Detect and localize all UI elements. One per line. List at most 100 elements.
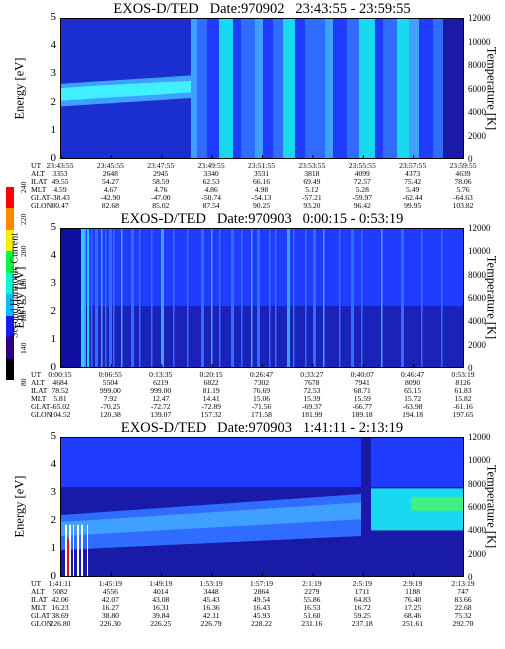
ephemeris-value: 228.22 — [251, 619, 272, 628]
ephemeris-value: 38.80 — [101, 611, 119, 620]
spectrogram-streak — [109, 229, 112, 367]
spectrogram-streak — [269, 229, 271, 367]
spectrogram-streak — [401, 229, 404, 367]
spectrogram-streak — [67, 538, 69, 576]
ephemeris-value: 7941 — [354, 378, 370, 387]
ephemeris-value: 6822 — [203, 378, 219, 387]
ephemeris-value: 747 — [457, 587, 469, 596]
ephemeris-label: UT — [31, 579, 42, 588]
ephemeris-value: 0:26:47 — [249, 370, 274, 379]
ephemeris-value: 1:53:19 — [199, 579, 223, 588]
spectrogram-streak — [351, 229, 354, 367]
ion-band-core — [61, 502, 361, 536]
spectrogram-band — [361, 438, 371, 576]
spectrogram-streak — [65, 524, 67, 576]
y-tick-label: 4 — [50, 39, 57, 52]
ephemeris-row: GLON 226.80 226.30 226.25 226.79 228.22 231.16… — [0, 620, 505, 628]
ephemeris-value: 7.92 — [103, 394, 118, 403]
y-tick-label: 5 — [50, 221, 57, 233]
ephemeris-value: 68.71 — [353, 386, 371, 395]
ephemeris-value: 78.52 — [51, 386, 69, 395]
ephemeris-value: 23:43:55 — [46, 161, 74, 170]
ephemeris-label: MLT — [31, 185, 47, 194]
spectrogram-streak — [305, 229, 307, 367]
ephemeris-value: -59.97 — [352, 193, 373, 202]
ephemeris-value: 999.00 — [99, 386, 121, 395]
ephemeris-value: 42.07 — [101, 595, 119, 604]
panel-title: EXOS-D/TED Date:970903 0:00:15 - 0:53:19 — [120, 211, 404, 227]
ephemeris-value: -42.90 — [100, 193, 121, 202]
ephemeris-value: 16.27 — [101, 603, 119, 612]
spectrogram-streak — [87, 524, 88, 576]
ephemeris-row: GLAT -65.02 -70.25 -72.72 -72.89 -71.56 -69.37… — [0, 403, 505, 411]
ephemeris-value: 7302 — [253, 378, 270, 387]
spectrogram-band — [283, 19, 295, 158]
y-tick-label: 2 — [50, 95, 57, 108]
y2-tick-label: 0 — [468, 363, 473, 373]
y-tick-label: 1 — [50, 123, 57, 136]
spectrogram-streak — [113, 229, 115, 367]
ephemeris-value: 81.19 — [202, 386, 220, 395]
ephemeris-value: 0:13:35 — [149, 370, 173, 379]
colorbar-tick-label: 140 — [19, 342, 28, 354]
ephemeris-value: 3448 — [203, 587, 219, 596]
ephemeris-row: GLON 104.52 120.38 139.07 157.32 171.58 181.99… — [0, 411, 505, 419]
spectrogram-streak — [83, 229, 86, 367]
ephemeris-value: 6219 — [153, 378, 169, 387]
ephemeris-value: 5.28 — [355, 185, 369, 194]
spectrogram-streak — [381, 229, 383, 367]
spectrogram-streak — [211, 229, 213, 367]
ephemeris-row: ILAT 78.52 999.00 999.00 81.19 76.69 72.53 68.7… — [0, 387, 505, 395]
spectrogram-streak — [201, 229, 204, 367]
spectrogram-streak — [139, 229, 141, 367]
spectrogram-band — [433, 19, 443, 158]
ephemeris-value: -63.98 — [402, 402, 423, 411]
ephemeris-value: 1711 — [354, 587, 370, 596]
ephemeris-value: 2:13:19 — [451, 579, 475, 588]
colorbar-segment — [6, 187, 14, 209]
ephemeris-value: 15.06 — [252, 394, 271, 403]
ephemeris-value: 14.41 — [202, 394, 220, 403]
ephemeris-value: 16.23 — [51, 603, 69, 612]
ephemeris-value: 5504 — [102, 378, 118, 387]
y2-tick-label: 10000 — [468, 455, 491, 466]
ephemeris-value: 4.86 — [204, 185, 218, 194]
ephemeris-value: -71.56 — [251, 402, 272, 411]
ephemeris-value: 139.07 — [150, 410, 172, 419]
ephemeris-label: ALT — [31, 169, 46, 178]
ephemeris-label: ILAT — [31, 595, 48, 604]
spectrogram-band — [383, 19, 397, 158]
y-tick-label: 5 — [50, 430, 57, 442]
ephemeris-value: 22.68 — [454, 603, 472, 612]
y-tick-label: 0 — [50, 361, 57, 373]
y-axis-label: Energy [eV] — [12, 57, 27, 119]
spectrogram-band — [255, 19, 263, 158]
ephemeris-value: 23:55:55 — [348, 161, 376, 170]
spectrogram-streak — [105, 229, 107, 367]
ephemeris-value: 189.18 — [351, 410, 373, 419]
ephemeris-value: 3531 — [253, 169, 270, 178]
ephemeris-label: GLON — [31, 201, 53, 210]
ephemeris-value: 1:57:19 — [249, 579, 274, 588]
ephemeris-value: 1:41:11 — [48, 579, 72, 588]
ephemeris-value: 42.06 — [51, 595, 69, 604]
y2-tick-label: 0 — [468, 154, 473, 164]
spectrogram-band — [81, 229, 84, 367]
ephemeris-value: 17.25 — [404, 603, 422, 612]
ephemeris-value: 1:49:19 — [149, 579, 173, 588]
ephemeris-value: 45.43 — [202, 595, 220, 604]
y2-axis-label: Temperature [K] — [484, 46, 499, 130]
ephemeris-value: 82.68 — [101, 201, 119, 210]
ephemeris-value: -66.77 — [352, 402, 373, 411]
ephemeris-row: ALT 3353 2648 2945 3340 3531 3818 4099 4373 4639 — [0, 170, 505, 178]
ephemeris-value: 104.52 — [49, 410, 71, 419]
y-tick-label: 2 — [50, 514, 57, 526]
ephemeris-value: 68.46 — [404, 611, 422, 620]
ephemeris-value: 87.54 — [202, 201, 220, 210]
spectrogram-band — [207, 19, 219, 158]
ephemeris-row: ALT 4684 5504 6219 6822 7302 7678 7941 8090 8126 — [0, 379, 505, 387]
ephemeris-value: -62.44 — [402, 193, 423, 202]
colorbar — [6, 187, 14, 381]
ephemeris-row: UT 1:41:11 1:45:19 1:49:19 1:53:19 1:57:19 2:1… — [0, 580, 505, 588]
ephemeris-value: 999.00 — [150, 386, 172, 395]
